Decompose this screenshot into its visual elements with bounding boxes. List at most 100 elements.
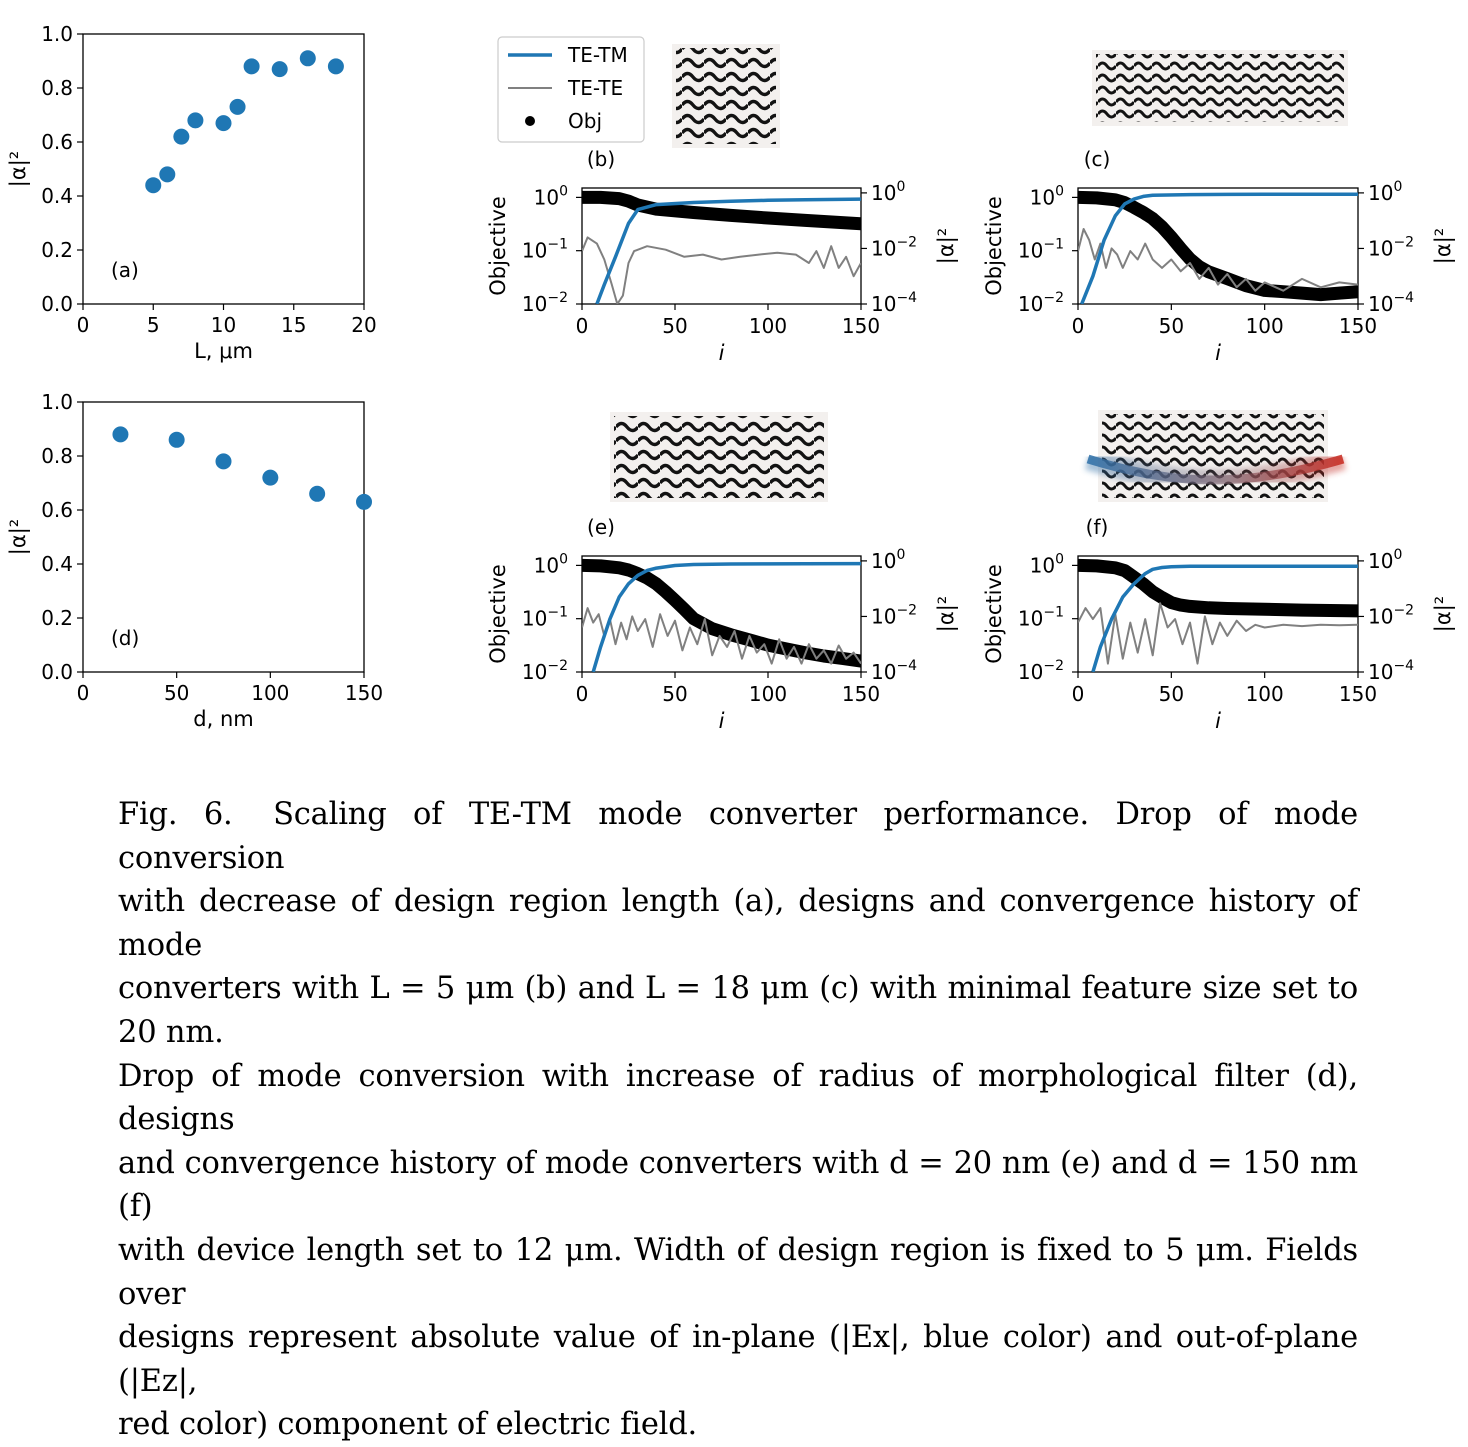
- field-core: [1086, 454, 1345, 485]
- panel-tag: (b): [587, 147, 615, 171]
- panel-a-scatter: 0 5 10 15 20 0.0 0.2 0.4 0.6 0.8 1.0 L, μm |α|² (a): [6, 22, 377, 363]
- plot-frame: [1077, 187, 1359, 305]
- legend-label-obj: Obj: [568, 109, 602, 133]
- x-tick-label: 100: [1246, 314, 1284, 338]
- panel-f-convergence: 0 50 100 150 100 10−1 10−2 100 10−2 10−4 i Objectiv…: [982, 547, 1456, 733]
- figure-caption: Fig. 6. Scaling of TE-TM mode converter …: [118, 793, 1358, 1447]
- caption-label: Fig. 6.: [118, 797, 233, 832]
- y-tick-label: 0.4: [41, 184, 73, 208]
- data-point: [262, 469, 279, 486]
- y-left-tick-label: 10−2: [1018, 290, 1064, 316]
- caption-line-4: Drop of mode conversion with increase of…: [118, 1058, 1358, 1138]
- x-tick-label: 50: [662, 314, 687, 338]
- x-tick-label: 15: [281, 313, 306, 337]
- series-te-tm: [1091, 564, 1358, 672]
- caption-line-5: and convergence history of mode converte…: [118, 1145, 1358, 1225]
- y-right-tick-label: 10−2: [1368, 234, 1414, 260]
- y-right-tick-label: 10−2: [1368, 602, 1414, 628]
- data-point: [299, 50, 316, 67]
- y-tick-label: 1.0: [41, 390, 73, 414]
- y-right-tick-label: 10−4: [1368, 290, 1414, 316]
- panel-tag: (a): [111, 258, 139, 282]
- x-tick-label: 150: [1339, 682, 1377, 706]
- panel-tag: (d): [111, 626, 139, 650]
- data-point: [159, 166, 176, 183]
- x-tick-label: 0: [576, 314, 589, 338]
- caption-line-2: with decrease of design region length (a…: [118, 884, 1358, 963]
- series-obj: [582, 558, 861, 668]
- caption-line-8: red color) component of electric field.: [118, 1407, 698, 1443]
- series-obj: [1078, 558, 1358, 618]
- data-point: [229, 98, 246, 115]
- x-tick-label: 100: [251, 681, 289, 705]
- y-right-axis-label: |α|²: [1431, 596, 1456, 632]
- y-right-tick-label: 100: [871, 547, 905, 573]
- panel-tag: (c): [1084, 147, 1111, 171]
- series-te-te: [582, 607, 861, 665]
- data-point: [187, 112, 204, 129]
- x-tick-label: 50: [1159, 682, 1184, 706]
- x-tick-label: 0: [576, 682, 589, 706]
- y-left-tick-label: 10−1: [522, 237, 568, 263]
- design-f: [1084, 410, 1347, 502]
- series-obj: [582, 190, 861, 231]
- x-axis-label: d, nm: [193, 707, 253, 731]
- y-right-tick-label: 100: [871, 179, 905, 205]
- plot-area: [1078, 558, 1358, 672]
- x-tick-label: 50: [662, 682, 687, 706]
- y-left-tick-label: 10−1: [1018, 237, 1064, 263]
- legend-swatch-obj: [525, 116, 535, 126]
- y-left-tick-label: 100: [1030, 551, 1064, 577]
- y-right-tick-label: 10−2: [871, 602, 917, 628]
- caption-line-6: with device length set to 12 μm. Width o…: [118, 1232, 1358, 1312]
- y-right-tick-label: 10−2: [871, 234, 917, 260]
- data-point: [356, 493, 372, 510]
- y-left-tick-label: 10−2: [1018, 658, 1064, 684]
- series-te-te: [582, 236, 861, 304]
- caption-line-1: Fig. 6. Scaling of TE-TM mode converter …: [118, 797, 1358, 876]
- y-left-tick-label: 100: [534, 551, 568, 577]
- legend-box: [497, 36, 645, 143]
- panel-c-convergence: 0 50 100 150 100 10−1 10−2 100 10−2 10−4 i Objectiv…: [982, 179, 1456, 365]
- y-left-tick-label: 100: [1030, 183, 1064, 209]
- data-point: [215, 453, 232, 470]
- y-tick-label: 0.2: [41, 238, 73, 262]
- y-axis-label: |α|²: [6, 519, 31, 555]
- panel-d-scatter: 0 50 100 150 0.0 0.2 0.4 0.6 0.8 1.0 d, nm |α|² (d): [6, 390, 383, 731]
- y-tick-label: 0.0: [41, 292, 73, 316]
- y-right-axis-label: |α|²: [934, 228, 959, 264]
- design-images: (b) (c) (e) (f): [587, 44, 1366, 539]
- y-left-tick-label: 10−2: [522, 658, 568, 684]
- panel-b-convergence: 0 50 100 150 100 10−1 10−2 100 10−2 10−4 i Objectiv…: [486, 179, 959, 365]
- y-right-tick-label: 10−4: [871, 290, 917, 316]
- design-c: [1078, 50, 1366, 126]
- x-axis-label: i: [719, 709, 725, 733]
- data-point: [173, 128, 190, 145]
- x-tick-label: 100: [1246, 682, 1284, 706]
- y-tick-label: 0.6: [41, 130, 73, 154]
- plot-area: [1078, 190, 1358, 304]
- x-tick-label: 50: [164, 681, 189, 705]
- data-point: [215, 115, 232, 132]
- y-right-tick-label: 100: [1368, 179, 1402, 205]
- x-tick-label: 150: [842, 682, 880, 706]
- series-te-tm: [595, 197, 861, 304]
- x-tick-label: 150: [842, 314, 880, 338]
- y-tick-label: 0.6: [41, 498, 73, 522]
- data-point: [112, 426, 129, 443]
- y-right-tick-label: 10−4: [871, 658, 917, 684]
- y-left-tick-label: 10−1: [522, 605, 568, 631]
- legend: TE-TM TE-TE Obj: [497, 36, 645, 143]
- data-point: [145, 177, 162, 194]
- x-axis-label: i: [719, 341, 725, 365]
- y-left-tick-label: 10−2: [522, 290, 568, 316]
- x-axis-label: i: [1215, 709, 1221, 733]
- x-axis-label: L, μm: [194, 339, 253, 363]
- plot-frame: [82, 401, 365, 673]
- series-te-te: [1078, 602, 1358, 665]
- legend-label-te-tm: TE-TM: [567, 43, 628, 67]
- x-tick-label: 100: [749, 314, 787, 338]
- data-point: [243, 58, 260, 75]
- y-tick-label: 0.8: [41, 444, 73, 468]
- design-b: [658, 44, 798, 148]
